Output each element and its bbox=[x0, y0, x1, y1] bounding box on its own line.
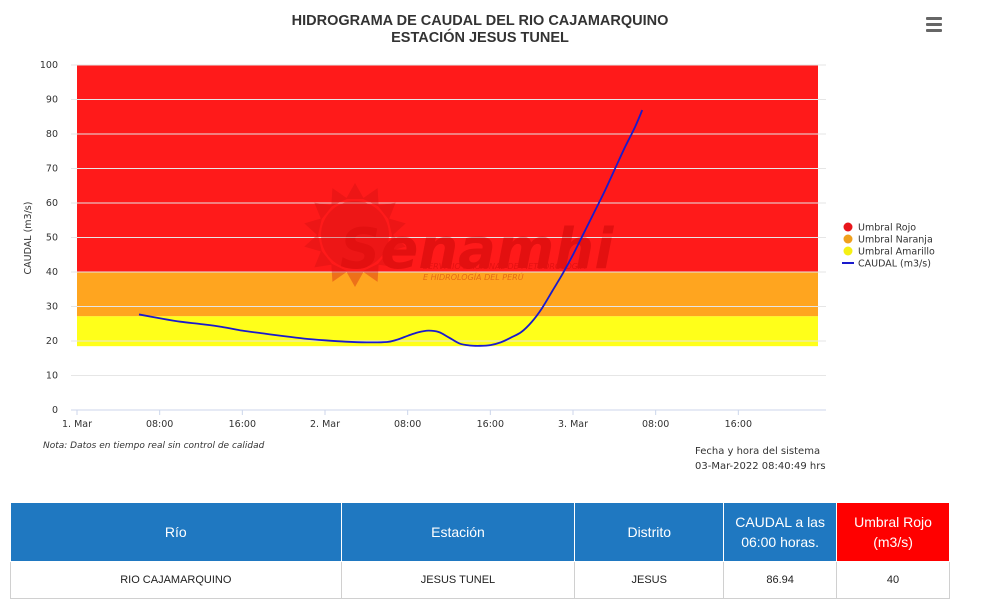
x-tick-label: 3. Mar bbox=[558, 419, 588, 430]
sun-ray bbox=[331, 188, 348, 207]
sun-ray bbox=[314, 202, 333, 220]
cell-estacion: JESUS TUNEL bbox=[340, 561, 576, 599]
system-time-block: Fecha y hora del sistema 03-Mar-2022 08:… bbox=[695, 444, 826, 474]
cell-distrito: JESUS bbox=[574, 561, 725, 599]
table-row: RIO CAJAMARQUINO JESUS TUNEL JESUS 86.94… bbox=[10, 561, 950, 599]
legend-item[interactable]: Umbral Amarillo bbox=[843, 246, 936, 258]
y-tick-label: 50 bbox=[46, 233, 58, 244]
system-time-label: Fecha y hora del sistema bbox=[695, 446, 821, 457]
sun-ray bbox=[377, 202, 396, 220]
y-tick-label: 70 bbox=[46, 164, 58, 175]
legend-item[interactable]: Umbral Naranja bbox=[843, 234, 933, 246]
watermark-text: Senamhi bbox=[340, 217, 614, 282]
legend-item[interactable]: Umbral Rojo bbox=[843, 222, 917, 234]
series-line-caudal bbox=[138, 109, 644, 347]
x-tick-label: 08:00 bbox=[146, 419, 173, 430]
system-time-value: 03-Mar-2022 08:40:49 hrs bbox=[695, 461, 826, 472]
sun-ray bbox=[388, 234, 406, 252]
legend-symbol-circle bbox=[843, 222, 853, 232]
sun-ray bbox=[346, 183, 364, 199]
x-tick-label: 16:00 bbox=[229, 419, 256, 430]
legend-label: Umbral Amarillo bbox=[858, 247, 935, 258]
senamhi-watermark: Senamhi SERVICIO NACIONAL DE METEOROLOGÍ… bbox=[304, 183, 614, 287]
y-axis-label: CAUDAL (m3/s) bbox=[23, 202, 34, 275]
header-rio: Río bbox=[10, 502, 342, 562]
band-umbral-amarillo bbox=[77, 316, 818, 347]
legend-symbol-circle bbox=[843, 234, 853, 244]
sun-ray bbox=[377, 250, 396, 268]
sun-ray bbox=[388, 218, 406, 236]
header-distrito: Distrito bbox=[574, 502, 725, 562]
header-umbral-rojo: Umbral Rojo (m3/s) bbox=[836, 502, 950, 562]
legend-label: Umbral Rojo bbox=[858, 223, 916, 234]
sun-ray bbox=[304, 218, 322, 236]
y-tick-label: 40 bbox=[46, 267, 58, 278]
chart-subtitle: ESTACIÓN JESUS TUNEL bbox=[391, 28, 569, 46]
x-tick-label: 2. Mar bbox=[310, 419, 340, 430]
hamburger-menu-icon[interactable] bbox=[922, 14, 946, 34]
axes: 0 10 20 30 40 50 60 70 80 90 100 1. Mar 08:00 16:00 2.… bbox=[40, 60, 826, 430]
sun-ray bbox=[362, 263, 379, 282]
y-tick-label: 60 bbox=[46, 198, 58, 209]
x-tick-label: 16:00 bbox=[477, 419, 504, 430]
sun-ray bbox=[331, 263, 348, 282]
sun-ray bbox=[314, 250, 333, 268]
y-tick-label: 0 bbox=[52, 405, 58, 416]
watermark-sub1: SERVICIO NACIONAL DE METEOROLOGÍA bbox=[423, 260, 586, 271]
threshold-bands bbox=[77, 65, 818, 347]
quality-note: Nota: Datos en tiempo real sin control d… bbox=[43, 441, 265, 451]
legend-item[interactable]: CAUDAL (m3/s) bbox=[842, 259, 931, 270]
chart-title: HIDROGRAMA DE CAUDAL DEL RIO CAJAMARQUIN… bbox=[292, 13, 669, 29]
y-tick-label: 100 bbox=[40, 60, 58, 71]
x-tick-label: 08:00 bbox=[394, 419, 421, 430]
x-tick-label: 08:00 bbox=[642, 419, 669, 430]
cell-caudal: 86.94 bbox=[723, 561, 838, 599]
hydrograph-chart: HIDROGRAMA DE CAUDAL DEL RIO CAJAMARQUIN… bbox=[23, 13, 936, 430]
sun-ray bbox=[346, 271, 364, 287]
y-tick-label: 90 bbox=[46, 95, 58, 106]
legend-label: CAUDAL (m3/s) bbox=[858, 259, 931, 270]
sun-logo-icon bbox=[304, 183, 406, 287]
x-tick-label: 1. Mar bbox=[62, 419, 92, 430]
y-tick-label: 20 bbox=[46, 336, 58, 347]
x-tick-label: 16:00 bbox=[725, 419, 752, 430]
y-tick-label: 10 bbox=[46, 371, 58, 382]
series-layer bbox=[138, 109, 644, 347]
y-tick-label: 80 bbox=[46, 129, 58, 140]
grid-lines bbox=[71, 64, 826, 376]
cell-umbral-rojo: 40 bbox=[836, 561, 950, 599]
header-estacion: Estación bbox=[340, 502, 576, 562]
sun-ray bbox=[304, 234, 322, 252]
watermark-sub2: E HIDROLOGÍA DEL PERÚ bbox=[423, 271, 524, 282]
header-caudal: CAUDAL a las 06:00 horas. bbox=[723, 502, 838, 562]
band-umbral-naranja bbox=[77, 272, 818, 317]
cell-rio: RIO CAJAMARQUINO bbox=[10, 561, 342, 599]
y-tick-label: 30 bbox=[46, 302, 58, 313]
sun-ray bbox=[362, 188, 379, 207]
station-info-table: Río Estación Distrito CAUDAL a las 06:00… bbox=[10, 502, 950, 599]
legend-symbol-circle bbox=[843, 246, 853, 256]
table-header-row: Río Estación Distrito CAUDAL a las 06:00… bbox=[10, 502, 950, 562]
legend-label: Umbral Naranja bbox=[858, 235, 933, 246]
